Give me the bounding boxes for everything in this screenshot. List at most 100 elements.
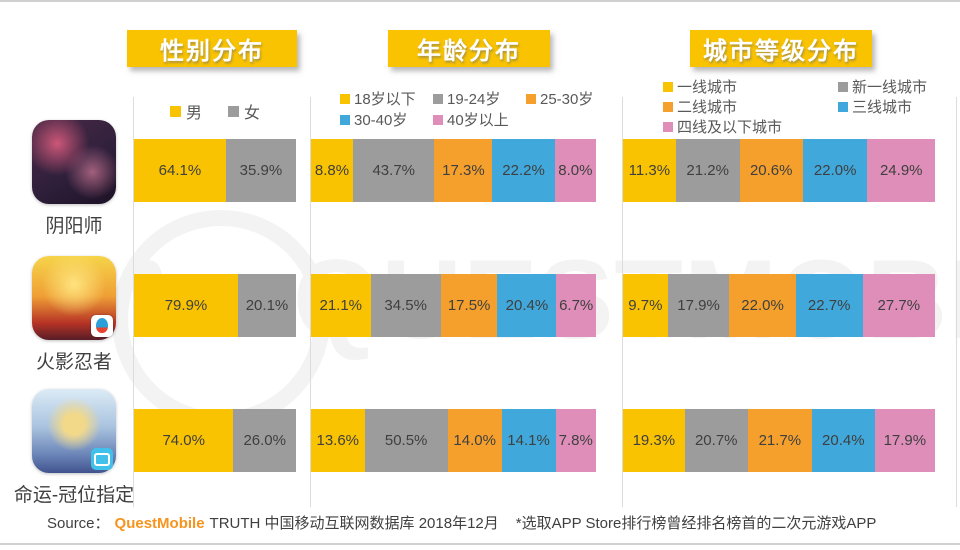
tencent-badge-icon [91, 315, 113, 337]
bar-segment: 21.2% [675, 139, 740, 202]
legend-swatch-icon [433, 114, 443, 125]
source-prefix: Source： [47, 515, 110, 532]
bar-segment: 79.9% [134, 274, 238, 337]
bar-segment-value: 21.1% [319, 297, 363, 314]
fate-grand-order-app-icon [32, 389, 116, 473]
bar-segment: 8.0% [554, 139, 596, 202]
bar-segment-value: 9.7% [628, 297, 663, 314]
section-title-age: 年龄分布 [388, 30, 550, 67]
bar-segment: 22.0% [729, 274, 796, 337]
app-row: 阴阳师 [0, 120, 148, 238]
naruto-app-icon [32, 256, 116, 340]
legend-label: 18岁以下 [354, 91, 416, 108]
legend-item: 一线城市 [663, 78, 838, 96]
bar-segment-value: 34.5% [384, 297, 427, 314]
bar-segment-value: 17.5% [447, 297, 491, 314]
stacked-bar: 19.3% 20.7% 21.7% 20.4% 17.9% [623, 409, 935, 472]
bar-segment: 6.7% [556, 274, 596, 337]
legend-swatch-icon [838, 101, 848, 112]
bar-segment-value: 14.0% [453, 432, 496, 449]
bar-segment: 20.7% [684, 409, 748, 472]
legend-label: 40岁以上 [447, 112, 509, 129]
bar-segment-value: 7.8% [558, 432, 593, 449]
bar-segment: 13.6% [311, 409, 365, 472]
legend-swatch-icon [526, 93, 536, 104]
stacked-bar: 74.0% 26.0% [134, 409, 296, 472]
bar-segment-value: 20.1% [245, 297, 289, 314]
axis-line-age [310, 97, 311, 507]
axis-line-city [622, 97, 623, 507]
bar-segment: 22.2% [492, 139, 555, 202]
legend-swatch-icon [433, 93, 443, 104]
app-row: 命运-冠位指定 [0, 389, 148, 507]
stacked-bar: 8.8% 43.7% 17.3% 22.2% 8.0% [311, 139, 596, 202]
bar-segment: 11.3% [623, 139, 676, 202]
bar-segment: 74.0% [134, 409, 234, 472]
bar-segment-value: 22.0% [741, 297, 784, 314]
stacked-bar: 11.3% 21.2% 20.6% 22.0% 24.9% [623, 139, 936, 202]
legend-item: 新一线城市 [838, 78, 928, 96]
bar-segment-value: 21.7% [758, 432, 802, 449]
source-brand-questmobile: QuestMobile [114, 515, 205, 532]
bar-segment-value: 13.6% [316, 432, 360, 449]
bar-segment: 7.8% [555, 409, 596, 472]
bar-segment: 27.7% [862, 274, 935, 337]
legend-city-tier: 一线城市 新一线城市 二线城市 三线城市四线及以下城市 [663, 78, 928, 136]
bar-segment-value: 43.7% [372, 162, 416, 179]
bar-segment-value: 26.0% [243, 432, 286, 449]
bar-segment: 17.5% [440, 274, 498, 337]
bar-segment: 17.3% [434, 139, 493, 202]
bar-segment-value: 17.3% [442, 162, 485, 179]
legend-item: 二线城市 [663, 98, 838, 116]
bar-segment-value: 17.9% [677, 297, 720, 314]
legend-item: 男 [169, 99, 202, 123]
bar-segment-value: 20.4% [822, 432, 865, 449]
section-title-city-tier: 城市等级分布 [690, 30, 872, 67]
bar-segment-value: 22.0% [813, 162, 857, 179]
bar-segment: 20.6% [739, 139, 803, 202]
stacked-bar: 9.7% 17.9% 22.0% 22.7% 27.7% [623, 274, 935, 337]
bar-segment: 34.5% [370, 274, 441, 337]
legend-swatch-icon [228, 105, 239, 117]
legend-age: 18岁以下 19-24岁 25-30岁 30-40岁 40岁以上 [340, 88, 622, 130]
bar-segment: 20.4% [811, 409, 875, 472]
source-main: TRUTH 中国移动互联网数据库 2018年12月 [209, 515, 499, 532]
axis-line-right [956, 97, 957, 507]
bar-segment: 35.9% [225, 139, 296, 202]
legend-swatch-icon [663, 101, 673, 112]
bar-segment-value: 21.2% [686, 162, 729, 179]
bar-segment: 64.1% [134, 139, 226, 202]
bar-segment: 21.1% [311, 274, 371, 337]
stacked-bar: 21.1% 34.5% 17.5% 20.4% 6.7% [311, 274, 596, 337]
stacked-bar: 13.6% 50.5% 14.0% 14.1% 7.8% [311, 409, 596, 472]
legend-label: 一线城市 [677, 79, 738, 96]
bar-segment: 50.5% [364, 409, 448, 472]
legend-item: 四线及以下城市 [663, 118, 838, 136]
legend-swatch-icon [340, 93, 350, 104]
bilibili-badge-icon [91, 448, 113, 470]
bar-segment: 19.3% [623, 409, 685, 472]
axis-line-gender [133, 97, 134, 507]
bar-segment: 26.0% [233, 409, 296, 472]
bar-segment-value: 14.1% [507, 432, 550, 449]
legend-swatch-icon [169, 105, 181, 117]
legend-label: 四线及以下城市 [677, 119, 783, 136]
bar-segment: 21.7% [747, 409, 812, 472]
stacked-bar: 64.1% 35.9% [134, 139, 296, 202]
bar-segment-value: 79.9% [164, 297, 208, 314]
app-row: 火影忍者 [0, 256, 148, 374]
bar-segment-value: 22.7% [807, 297, 851, 314]
legend-swatch-icon [663, 81, 673, 92]
legend-item: 25-30岁 [526, 88, 619, 109]
bar-segment: 17.9% [667, 274, 730, 337]
bar-segment: 22.0% [802, 139, 868, 202]
bar-segment: 8.8% [311, 139, 354, 202]
legend-label: 新一线城市 [852, 79, 928, 96]
legend-label: 三线城市 [852, 99, 913, 116]
bar-segment-value: 20.7% [694, 432, 738, 449]
bar-segment: 20.4% [497, 274, 557, 337]
bar-segment-value: 50.5% [384, 432, 428, 449]
bar-segment-value: 6.7% [559, 297, 594, 314]
legend-item: 40岁以上 [433, 109, 526, 130]
